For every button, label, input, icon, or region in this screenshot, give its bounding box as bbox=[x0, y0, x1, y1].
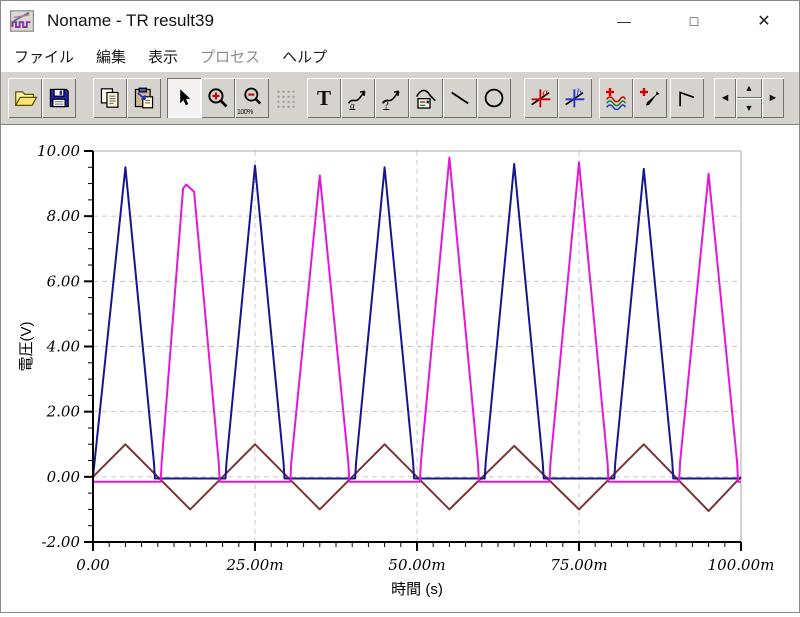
menu-view[interactable]: 表示 bbox=[148, 48, 179, 66]
cursor-group: a b bbox=[524, 78, 592, 118]
cursor-b-icon: b bbox=[565, 87, 585, 108]
save-button[interactable] bbox=[42, 78, 76, 118]
waveform-chart: -2.00 0.00 2.00 4.00 6.00 8.00 10.00 0.00 25.00m… bbox=[18, 142, 775, 598]
y-tick-label: 6.00 bbox=[47, 272, 81, 290]
svg-text:?: ? bbox=[384, 101, 389, 110]
window-title: Noname - TR result39 bbox=[47, 11, 214, 30]
down-arrow-icon: ▼ bbox=[744, 103, 754, 113]
x-tick-label: 0.00 bbox=[76, 556, 110, 574]
series-maroon-input-triangle bbox=[92, 443, 742, 512]
y-tick-label: 8.00 bbox=[47, 207, 81, 225]
x-tick-label: 25.00m bbox=[225, 556, 283, 574]
y-tick-label: 2.00 bbox=[46, 403, 81, 421]
maximize-button[interactable]: □ bbox=[689, 13, 699, 29]
ellipse-tool-button[interactable] bbox=[477, 78, 511, 118]
menu-process[interactable]: プロセス bbox=[200, 48, 261, 66]
app-icon bbox=[10, 10, 34, 32]
save-floppy-icon bbox=[49, 88, 69, 108]
open-folder-icon bbox=[14, 91, 38, 106]
cursor-a-icon: a bbox=[531, 87, 551, 108]
svg-text:b: b bbox=[576, 87, 581, 98]
menu-bar: ファイル 編集 表示 プロセス ヘルプ bbox=[1, 41, 799, 71]
menu-edit[interactable]: 編集 bbox=[96, 48, 127, 66]
spinner-down-button[interactable]: ▼ bbox=[736, 98, 762, 118]
x-tick-label: 100.00m bbox=[708, 556, 775, 574]
menu-help[interactable]: ヘルプ bbox=[282, 48, 328, 66]
grid-toggle-button[interactable] bbox=[269, 78, 303, 118]
menu-file[interactable]: ファイル bbox=[14, 48, 75, 66]
open-button[interactable] bbox=[8, 78, 42, 118]
nav-right-button[interactable]: ► bbox=[762, 78, 784, 118]
text-tool-icon: T bbox=[316, 85, 331, 110]
right-arrow-icon: ► bbox=[767, 91, 779, 104]
paste-icon bbox=[134, 87, 154, 109]
series-navy-positive-pulses bbox=[92, 163, 741, 480]
curve-query-icon: ? bbox=[381, 90, 400, 110]
x-tick-label: 75.00m bbox=[550, 556, 607, 574]
grid-icon bbox=[277, 90, 295, 108]
y-tick-label: 4.00 bbox=[46, 338, 81, 356]
curve-legend-button[interactable] bbox=[409, 78, 443, 118]
curve-add-group bbox=[599, 78, 667, 118]
minimize-button[interactable]: — bbox=[617, 13, 631, 29]
file-group bbox=[8, 78, 76, 118]
window-controls: — □ ✕ bbox=[589, 1, 799, 41]
y-tick-label: 10.00 bbox=[37, 142, 80, 160]
title-bar: Noname - TR result39 — □ ✕ bbox=[1, 1, 799, 41]
y-tick-label: -2.00 bbox=[42, 533, 81, 551]
pointer-tool-button[interactable] bbox=[167, 78, 201, 118]
line-tool-button[interactable] bbox=[443, 78, 477, 118]
angle-group bbox=[670, 78, 704, 118]
left-arrow-icon: ◄ bbox=[719, 91, 731, 104]
line-tool-icon bbox=[451, 91, 469, 105]
text-tool-button[interactable]: T bbox=[307, 78, 341, 118]
curve-legend-icon bbox=[415, 89, 436, 109]
zoom-100-icon bbox=[244, 87, 262, 105]
add-curves-icon bbox=[606, 88, 627, 110]
pointer-cursor-icon bbox=[180, 89, 191, 106]
zoom-in-button[interactable] bbox=[201, 78, 235, 118]
nav-group: ◄ ▲ ▼ ► bbox=[714, 78, 784, 118]
curve-label-a-icon: a bbox=[347, 90, 366, 110]
zoom-100-button[interactable]: 100% bbox=[235, 78, 269, 118]
x-axis-title: 時間 (s) bbox=[391, 581, 443, 598]
cursor-a-button[interactable]: a bbox=[524, 78, 558, 118]
svg-text:a: a bbox=[350, 102, 355, 110]
angle-tool-button[interactable] bbox=[670, 78, 704, 118]
add-curves-button[interactable] bbox=[599, 78, 633, 118]
zoom-100-label: 100% bbox=[237, 109, 253, 116]
zoom-in-icon bbox=[208, 88, 228, 108]
cursor-b-button[interactable]: b bbox=[558, 78, 592, 118]
svg-text:a: a bbox=[542, 87, 547, 98]
clipboard-group bbox=[93, 78, 161, 118]
nav-left-button[interactable]: ◄ bbox=[714, 78, 736, 118]
close-button[interactable]: ✕ bbox=[757, 13, 771, 30]
annotation-group: T a ? bbox=[307, 78, 511, 118]
probe-button[interactable] bbox=[633, 78, 667, 118]
paste-button[interactable] bbox=[127, 78, 161, 118]
toolbar: 100% T a bbox=[1, 71, 799, 125]
x-tick-label: 50.00m bbox=[388, 556, 445, 574]
view-tools-group: 100% bbox=[167, 78, 303, 118]
curve-label-a-button[interactable]: a bbox=[341, 78, 375, 118]
up-arrow-icon: ▲ bbox=[744, 83, 754, 93]
chart-area: -2.00 0.00 2.00 4.00 6.00 8.00 10.00 0.00 25.00m… bbox=[1, 125, 799, 612]
curve-query-button[interactable]: ? bbox=[375, 78, 409, 118]
spinner-up-button[interactable]: ▲ bbox=[736, 78, 762, 98]
angle-tool-icon bbox=[679, 91, 695, 107]
copy-button[interactable] bbox=[93, 78, 127, 118]
y-tick-label: 0.00 bbox=[47, 468, 81, 486]
series-magenta-negative-pulses bbox=[93, 156, 741, 483]
y-axis-title: 電圧(V) bbox=[18, 321, 35, 371]
nav-spinner: ▲ ▼ bbox=[736, 78, 762, 118]
ellipse-tool-icon bbox=[484, 88, 504, 108]
copy-icon bbox=[100, 88, 119, 108]
eyedropper-icon bbox=[640, 88, 660, 106]
